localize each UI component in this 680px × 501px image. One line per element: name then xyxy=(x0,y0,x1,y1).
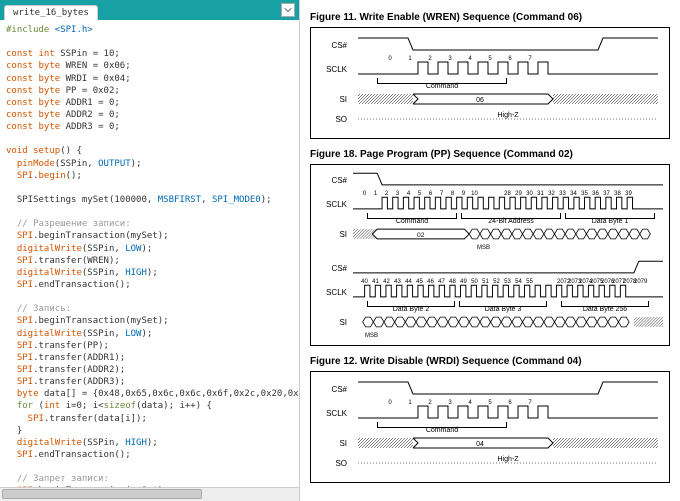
bracket-label: Data Byte 3 xyxy=(459,306,547,313)
code-line: const byte WREN = 0x06; xyxy=(6,60,293,72)
code-line: SPI.transfer(ADDR2); xyxy=(6,364,293,376)
code-line: const int SSPin = 10; xyxy=(6,48,293,60)
command-label: Command xyxy=(377,83,507,90)
code-line xyxy=(6,206,293,218)
signal-label: SI xyxy=(317,230,353,239)
figure-12-diagram: CS# 01234567 SCLK Command SI 04 SO High-… xyxy=(310,371,670,483)
code-line: byte data[] = {0x48,0x65,0x6c,0x6c,0x6f,… xyxy=(6,388,293,400)
signal-label: CS# xyxy=(317,41,353,50)
figure-11-title: Figure 11. Write Enable (WREN) Sequence … xyxy=(310,12,670,23)
code-line: pinMode(SSPin, OUTPUT); xyxy=(6,158,293,170)
code-line xyxy=(6,182,293,194)
signal-label: SO xyxy=(317,115,353,124)
signal-label: CS# xyxy=(317,176,353,185)
bracket-label: Data Byte 256 xyxy=(561,306,649,313)
editor-pane: write_16_bytes #include <SPI.h> const in… xyxy=(0,0,300,501)
code-line xyxy=(6,133,293,145)
code-line: digitalWrite(SSPin, HIGH); xyxy=(6,437,293,449)
svg-text:02: 02 xyxy=(417,232,425,239)
signal-label: CS# xyxy=(317,385,353,394)
code-line: // Запись: xyxy=(6,303,293,315)
code-line: const byte ADDR3 = 0; xyxy=(6,121,293,133)
code-line: void setup() { xyxy=(6,145,293,157)
command-label: Command xyxy=(377,427,507,434)
svg-text:04: 04 xyxy=(476,441,484,448)
code-line: SPI.beginTransaction(mySet); xyxy=(6,315,293,327)
code-line: digitalWrite(SSPin, LOW); xyxy=(6,328,293,340)
code-line xyxy=(6,291,293,303)
bracket-label: 24-Bit Address xyxy=(461,218,561,225)
code-line: // Разрешение записи: xyxy=(6,218,293,230)
figure-12-title: Figure 12. Write Disable (WRDI) Sequence… xyxy=(310,356,670,367)
file-tab[interactable]: write_16_bytes xyxy=(4,5,98,20)
figure-18-diagram: CS# 012345678910282930313233343536373839… xyxy=(310,164,670,346)
code-line xyxy=(6,461,293,473)
scrollbar-thumb[interactable] xyxy=(2,489,202,499)
code-line: SPI.endTransaction(); xyxy=(6,279,293,291)
code-line: SPISettings mySet(100000, MSBFIRST, SPI_… xyxy=(6,194,293,206)
signal-label: SCLK xyxy=(317,288,353,297)
code-line xyxy=(6,36,293,48)
tab-bar: write_16_bytes xyxy=(0,0,299,20)
code-line: for (int i=0; i<sizeof(data); i++) { xyxy=(6,400,293,412)
signal-label: SO xyxy=(317,459,353,468)
signal-label: CS# xyxy=(317,264,353,273)
code-line: const byte ADDR2 = 0; xyxy=(6,109,293,121)
code-line: // Запрет записи: xyxy=(6,473,293,485)
chevron-down-icon xyxy=(284,7,292,13)
high-z-label: High-Z xyxy=(497,112,519,119)
signal-label: SCLK xyxy=(317,65,353,74)
signal-label: SI xyxy=(317,95,353,104)
code-line: const byte WRDI = 0x04; xyxy=(6,73,293,85)
code-line: SPI.transfer(ADDR3); xyxy=(6,376,293,388)
code-line: SPI.transfer(data[i]); xyxy=(6,413,293,425)
code-line: const byte ADDR1 = 0; xyxy=(6,97,293,109)
signal-label: SCLK xyxy=(317,409,353,418)
code-line: SPI.beginTransaction(mySet); xyxy=(6,230,293,242)
code-line: SPI.transfer(WREN); xyxy=(6,255,293,267)
code-line: #include <SPI.h> xyxy=(6,24,293,36)
figure-18-title: Figure 18. Page Program (PP) Sequence (C… xyxy=(310,149,670,160)
code-line: SPI.begin(); xyxy=(6,170,293,182)
svg-text:High-Z: High-Z xyxy=(497,456,519,463)
code-line: SPI.transfer(ADDR1); xyxy=(6,352,293,364)
figure-11-diagram: CS# 01234567 SCLK Command SI 06 SO High-… xyxy=(310,27,670,139)
signal-label: SCLK xyxy=(317,200,353,209)
bracket-label: Data Byte 1 xyxy=(565,218,655,225)
command-value: 06 xyxy=(476,97,484,104)
bracket-label: Command xyxy=(367,218,457,225)
code-line: const byte PP = 0x02; xyxy=(6,85,293,97)
horizontal-scrollbar[interactable] xyxy=(0,487,299,501)
document-pane: Figure 11. Write Enable (WREN) Sequence … xyxy=(300,0,680,501)
msb-label: MSB xyxy=(317,333,663,339)
signal-label: SI xyxy=(317,439,353,448)
code-line: SPI.endTransaction(); xyxy=(6,449,293,461)
code-line: digitalWrite(SSPin, LOW); xyxy=(6,243,293,255)
code-line: } xyxy=(6,425,293,437)
code-line: SPI.transfer(PP); xyxy=(6,340,293,352)
bracket-label: Data Byte 2 xyxy=(367,306,455,313)
code-line: digitalWrite(SSPin, HIGH); xyxy=(6,267,293,279)
tab-menu-button[interactable] xyxy=(281,3,295,17)
signal-label: SI xyxy=(317,318,353,327)
code-editor[interactable]: #include <SPI.h> const int SSPin = 10;co… xyxy=(0,20,299,487)
